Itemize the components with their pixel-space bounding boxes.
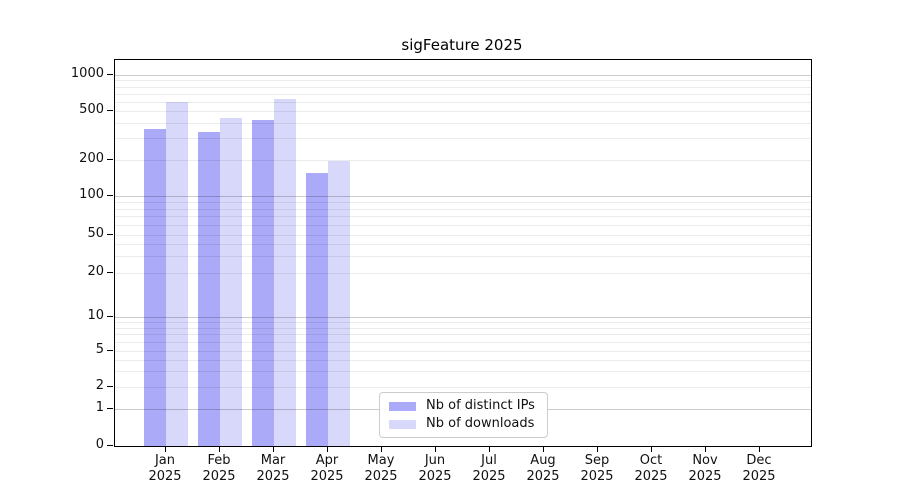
x-tick-mark <box>543 447 544 452</box>
x-tick-mark <box>435 447 436 452</box>
x-tick-mark <box>597 447 598 452</box>
x-tick-label: Dec 2025 <box>742 453 776 484</box>
gridline-minor <box>115 101 811 103</box>
legend-swatch-downloads <box>389 419 416 429</box>
bar-downloads-jan <box>166 102 188 446</box>
x-tick-mark <box>705 447 706 452</box>
y-tick-mark <box>107 110 113 111</box>
x-tick-mark <box>327 447 328 452</box>
legend-label: Nb of distinct IPs <box>426 398 535 413</box>
legend-label: Nb of downloads <box>426 416 535 431</box>
y-tick-label: 0 <box>95 436 104 452</box>
bar-ips-feb <box>198 132 220 446</box>
y-tick-label: 2 <box>95 378 104 393</box>
gridline-minor <box>115 93 811 95</box>
y-tick-mark <box>107 74 113 75</box>
x-tick-label: Mar 2025 <box>256 453 290 484</box>
x-tick-mark <box>489 447 490 452</box>
legend-swatch-distinct-ips <box>389 401 416 411</box>
y-tick-label: 1 <box>95 400 104 415</box>
bar-downloads-feb <box>220 117 242 446</box>
y-tick-mark <box>107 234 113 235</box>
gridline-minor <box>115 80 811 82</box>
bar-ips-apr <box>306 173 328 446</box>
x-tick-mark <box>381 447 382 452</box>
bar-downloads-mar <box>274 99 296 446</box>
y-tick-label: 20 <box>87 264 104 279</box>
legend: Nb of distinct IPs Nb of downloads <box>379 392 548 438</box>
x-tick-label: Oct 2025 <box>634 453 668 484</box>
y-tick-mark <box>107 316 113 317</box>
x-tick-mark <box>759 447 760 452</box>
y-tick-mark <box>107 195 113 196</box>
x-tick-label: Jul 2025 <box>472 453 506 484</box>
y-tick-mark <box>107 408 113 409</box>
x-tick-label: Aug 2025 <box>526 453 560 484</box>
x-tick-mark <box>273 447 274 452</box>
y-tick-label: 50 <box>87 226 104 241</box>
x-tick-label: Nov 2025 <box>688 453 722 484</box>
x-tick-label: Sep 2025 <box>580 453 614 484</box>
y-tick-label: 100 <box>79 187 104 202</box>
bar-downloads-apr <box>328 161 350 446</box>
y-tick-mark <box>107 444 113 446</box>
y-tick-mark <box>107 159 113 160</box>
y-tick-label: 1000 <box>70 66 104 81</box>
plot-area <box>114 59 812 447</box>
gridline-minor <box>115 86 811 88</box>
x-tick-label: Jun 2025 <box>418 453 452 484</box>
y-tick-label: 200 <box>79 151 104 166</box>
y-tick-mark <box>107 272 113 273</box>
x-tick-label: Jan 2025 <box>148 453 182 484</box>
legend-item-distinct-ips: Nb of distinct IPs <box>389 398 535 414</box>
x-tick-label: Feb 2025 <box>202 453 236 484</box>
y-tick-label: 500 <box>79 102 104 117</box>
y-tick-label: 10 <box>87 308 104 323</box>
x-tick-label: May 2025 <box>364 453 398 484</box>
gridline-minor <box>115 111 811 112</box>
chart-title: sigFeature 2025 <box>401 36 523 54</box>
legend-item-downloads: Nb of downloads <box>389 416 535 432</box>
x-tick-mark <box>165 447 166 452</box>
y-tick-mark <box>107 386 113 387</box>
y-tick-label: 5 <box>95 342 104 357</box>
bar-ips-mar <box>252 119 274 446</box>
x-tick-mark <box>651 447 652 452</box>
x-tick-mark <box>219 447 220 452</box>
gridline-major <box>115 75 811 76</box>
y-tick-mark <box>107 350 113 351</box>
x-tick-label: Apr 2025 <box>310 453 344 484</box>
bar-ips-jan <box>144 129 166 446</box>
